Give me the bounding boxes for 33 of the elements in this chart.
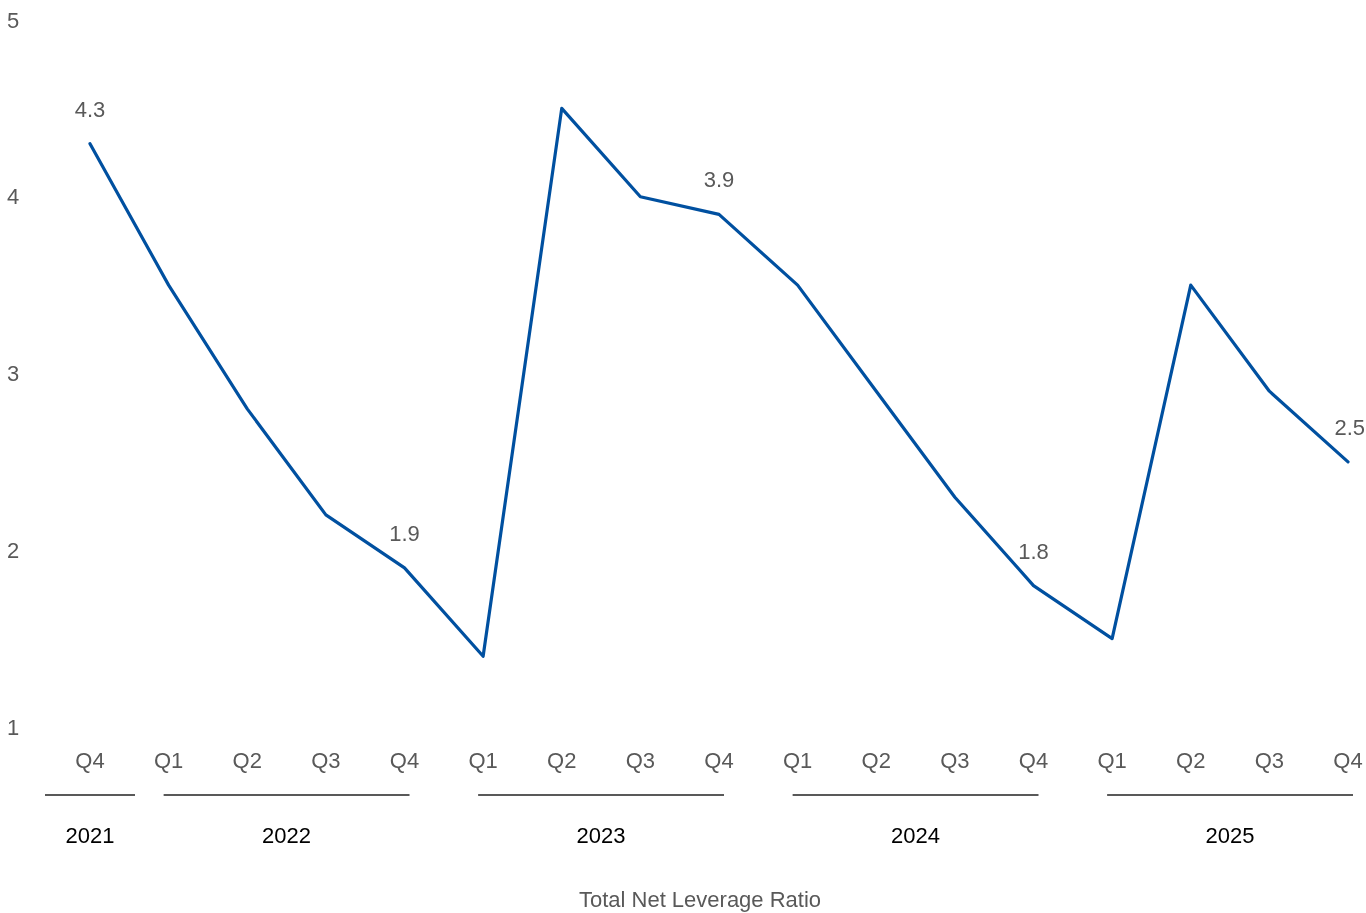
- x-tick-label: Q3: [311, 748, 341, 773]
- x-tick-label: Q4: [1018, 748, 1049, 773]
- y-tick-label: 4: [6, 184, 20, 210]
- x-tick-label: Q4: [704, 748, 734, 773]
- x-tick-label: Q3: [625, 748, 656, 773]
- x-tick-label: Q2: [861, 748, 891, 773]
- data-label: 4.3: [74, 96, 106, 122]
- text: Total Net Leverage Ratio: [578, 887, 822, 912]
- x-tick-label: Q1: [468, 748, 498, 773]
- x-tick-label: Q1: [153, 748, 184, 773]
- y-tick-label: 3: [6, 361, 20, 387]
- y-tick-label: 1: [6, 714, 20, 740]
- x-tick-label: Q4: [1333, 748, 1363, 773]
- text: 2021: [65, 823, 115, 848]
- x-tick-label: Q2: [232, 748, 262, 773]
- y-tick-label: 2: [6, 537, 20, 563]
- x-tick-label: Q3: [940, 748, 970, 773]
- text: 2024: [891, 823, 941, 848]
- y-tick-label: 5: [6, 7, 20, 33]
- x-tick-label: Q2: [547, 748, 577, 773]
- x-tick-label: Q1: [782, 748, 813, 773]
- data-label: 1.8: [1018, 538, 1049, 564]
- x-tick-label: Q4: [389, 748, 420, 773]
- x-tick-label: Q2: [1176, 748, 1206, 773]
- x-tick-label: Q1: [1097, 748, 1127, 773]
- data-label: 3.9: [703, 167, 735, 193]
- text: 2022: [262, 823, 312, 848]
- text: 2023: [576, 823, 626, 848]
- data-label: 2.5: [1334, 414, 1365, 440]
- x-tick-label: Q4: [75, 748, 105, 773]
- x-tick-label: Q3: [1254, 748, 1285, 773]
- text: 2025: [1205, 823, 1255, 848]
- data-label: 1.9: [389, 520, 420, 546]
